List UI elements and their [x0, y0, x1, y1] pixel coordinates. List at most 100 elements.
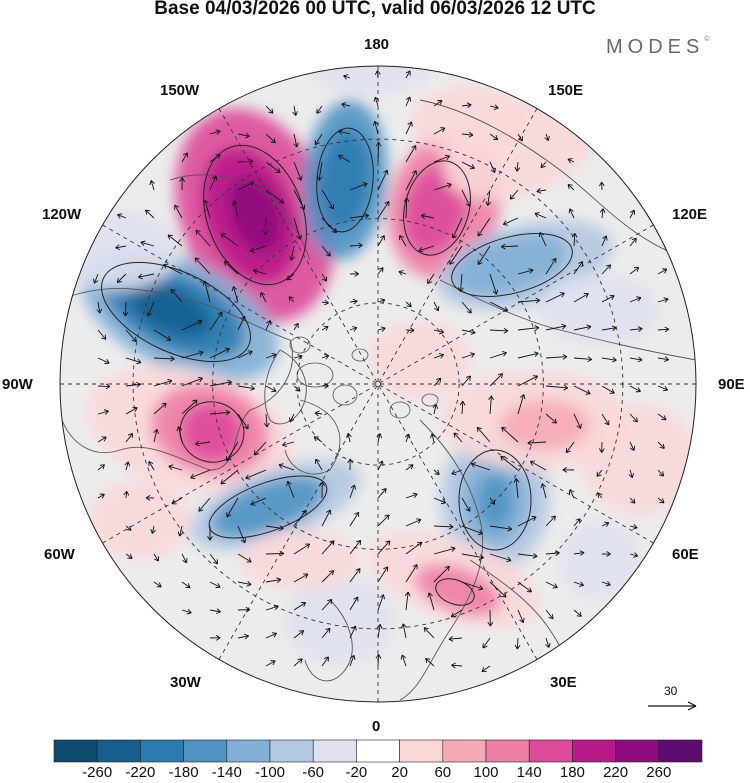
- wind-arrow: [573, 324, 592, 331]
- wind-arrow: [489, 373, 504, 387]
- wind-arrow: [433, 154, 450, 163]
- wind-arrow: [346, 432, 352, 443]
- wind-arrow: [598, 441, 605, 453]
- wind-arrow: [461, 189, 471, 207]
- wind-arrow: [349, 242, 363, 249]
- wind-arrow: [457, 273, 464, 292]
- wind-arrow: [405, 327, 415, 334]
- wind-arrow: [97, 464, 105, 471]
- wind-arrow: [293, 322, 299, 331]
- wind-arrow: [321, 245, 331, 257]
- wind-arrow: [657, 326, 670, 333]
- wind-arrow: [349, 271, 359, 277]
- wind-arrow: [293, 543, 311, 555]
- wind-arrow: [488, 395, 494, 415]
- wind-arrow: [567, 184, 575, 191]
- wind-arrow: [433, 377, 442, 387]
- wind-arrow: [343, 74, 351, 80]
- wind-arrow: [461, 581, 484, 591]
- colorbar-tick-label: -100: [254, 764, 286, 781]
- wind-arrow: [629, 326, 643, 332]
- wind-arrow: [377, 514, 390, 527]
- wind-arrow: [93, 273, 99, 284]
- colorbar-swatch: [140, 739, 184, 763]
- wind-arrow: [237, 606, 251, 613]
- wind-arrow: [313, 436, 323, 443]
- wind-arrow: [375, 142, 382, 163]
- wind-arrow: [150, 525, 156, 534]
- wind-arrow: [568, 489, 575, 499]
- wind-arrow: [545, 384, 569, 391]
- wind-arrow: [461, 131, 474, 138]
- wind-arrow: [529, 460, 547, 471]
- wind-arrow: [509, 189, 519, 200]
- wind-arrow: [657, 356, 669, 362]
- wind-arrow: [517, 581, 532, 593]
- colorbar-swatch: [399, 739, 444, 763]
- wind-arrow: [209, 311, 223, 331]
- wind-arrow: [265, 604, 279, 611]
- wind-arrow: [405, 518, 422, 527]
- wind-arrow: [427, 273, 435, 285]
- wind-arrow: [321, 273, 328, 282]
- wind-arrow: [657, 385, 669, 392]
- wind-arrow: [125, 553, 133, 559]
- wind-arrow: [629, 296, 642, 303]
- colorbar-swatch: [269, 739, 314, 763]
- wind-arrow: [260, 291, 267, 303]
- wind-arrow: [461, 553, 484, 560]
- wind-arrow: [629, 356, 643, 363]
- wind-arrow: [517, 325, 540, 331]
- wind-arrow: [536, 188, 547, 194]
- wind-arrow: [545, 257, 557, 275]
- wind-arrow: [163, 263, 183, 275]
- wind-arrow: [514, 637, 521, 650]
- wind-arrow: [451, 662, 463, 669]
- wind-arrow: [540, 483, 547, 499]
- wind-arrow: [403, 197, 410, 219]
- wind-arrow: [237, 581, 252, 587]
- wind-arrow: [286, 273, 295, 281]
- wind-arrow: [545, 292, 565, 303]
- wind-arrow: [293, 189, 306, 210]
- wind-arrow: [195, 440, 211, 447]
- wind-arrow: [237, 413, 249, 430]
- wind-arrow: [629, 552, 639, 558]
- lon-label-60w: 60W: [44, 546, 75, 563]
- wind-arrow: [433, 523, 454, 530]
- wind-arrow: [321, 189, 334, 210]
- wind-arrow: [430, 433, 436, 443]
- wind-arrow: [433, 99, 443, 107]
- wind-arrow: [598, 181, 605, 191]
- colorbar-swatch: [572, 739, 616, 763]
- wind-arrow: [250, 497, 267, 506]
- wind-arrow: [517, 375, 539, 387]
- wind-arrow: [167, 234, 183, 247]
- wind-arrow: [629, 237, 637, 247]
- wind-arrow: [517, 133, 523, 142]
- wind-arrow: [181, 581, 191, 589]
- wind-arrow: [195, 229, 211, 247]
- wind-arrow: [153, 553, 159, 562]
- wind-arrow: [476, 426, 491, 443]
- colorbar-swatch: [485, 739, 530, 763]
- wind-arrow: [489, 327, 509, 334]
- wind-arrow: [573, 550, 585, 556]
- wind-arrow: [517, 609, 525, 623]
- modes-logo: MODES©: [606, 36, 710, 58]
- wind-arrow: [97, 409, 109, 415]
- wind-arrow: [377, 488, 387, 499]
- wind-vectors: [93, 70, 670, 673]
- wind-arrow: [601, 581, 611, 587]
- wind-arrow: [398, 270, 407, 276]
- wind-arrow: [489, 581, 507, 598]
- wind-arrow: [293, 509, 307, 527]
- wind-arrow: [517, 394, 526, 415]
- wind-arrow: [315, 458, 323, 471]
- wind-arrow: [573, 292, 589, 303]
- wind-arrow: [117, 213, 127, 219]
- wind-arrow: [377, 566, 389, 583]
- wind-arrow: [544, 133, 550, 141]
- wind-arrow: [316, 161, 323, 181]
- colorbar-swatch: [53, 739, 98, 763]
